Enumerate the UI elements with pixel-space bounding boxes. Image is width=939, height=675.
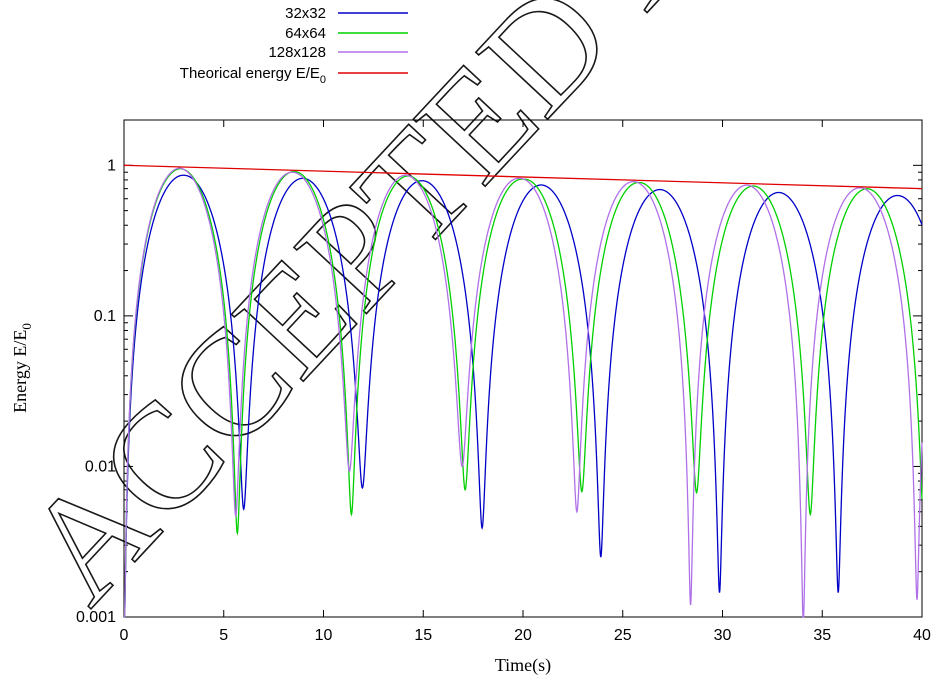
x-tick-label: 20: [514, 627, 532, 644]
y-axis-title: Energy E/E0: [10, 323, 34, 413]
y-tick-label: 0.01: [85, 458, 116, 475]
y-axis-title-sub: 0: [19, 323, 34, 330]
x-tick-label: 5: [219, 627, 228, 644]
x-tick-label: 0: [120, 627, 129, 644]
series-lines: [123, 164, 923, 618]
x-tick-label: 30: [714, 627, 732, 644]
legend-label: 128x128: [268, 44, 326, 61]
series-line-0: [124, 174, 923, 618]
legend-label: Theorical energy E/E0: [180, 65, 326, 86]
series-line-3: [123, 164, 923, 190]
legend-label: 64x64: [285, 25, 326, 42]
axis-ticks: 0 5 10 15 20 25 30 35 40 1 0.1 0.01 0.001: [76, 119, 931, 644]
x-tick-label: 10: [315, 627, 333, 644]
x-tick-label: 40: [913, 627, 931, 644]
y-tick-label: 0.1: [94, 308, 116, 325]
svg-text:Energy E/E0: Energy E/E0: [10, 323, 34, 413]
x-tick-label: 25: [614, 627, 632, 644]
x-tick-label: 15: [414, 627, 432, 644]
legend-label: 32x32: [285, 5, 326, 22]
series-line-1: [124, 168, 923, 618]
y-tick-label: 0.001: [76, 609, 116, 626]
x-axis-title: Time(s): [495, 655, 551, 675]
x-tick-label: 35: [813, 627, 831, 644]
y-tick-label: 1: [107, 157, 116, 174]
legend: 32x32 64x64 128x128 Theorical energy E/E0: [180, 5, 408, 86]
series-line-2: [124, 167, 923, 618]
y-axis-title-main: Energy E/E: [10, 330, 30, 413]
